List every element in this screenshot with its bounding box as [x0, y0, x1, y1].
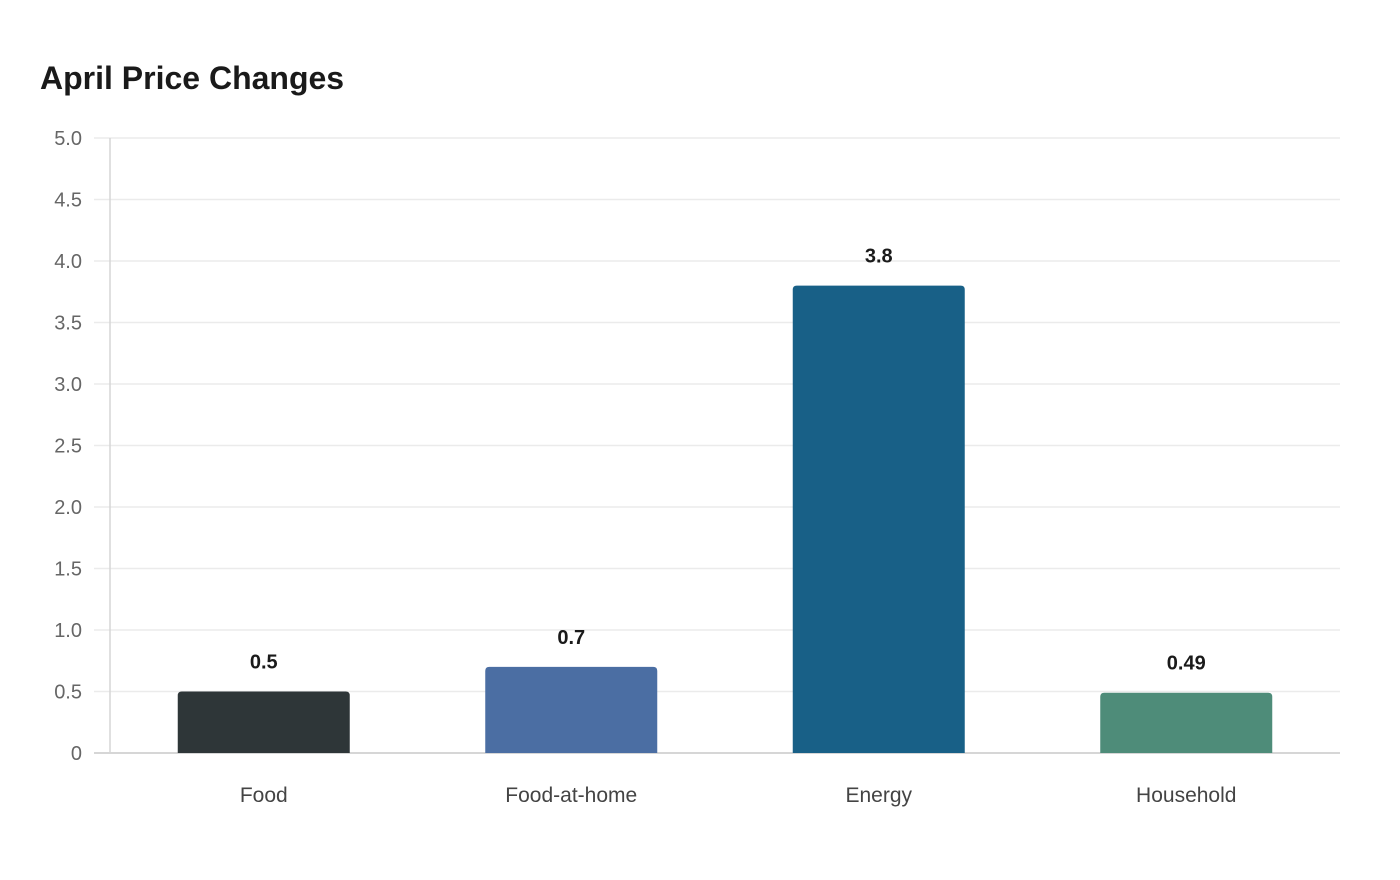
y-tick-label: 5.0	[54, 128, 82, 150]
y-tick-label: 0	[71, 743, 82, 765]
chart-title: April Price Changes	[40, 60, 345, 96]
bar-household	[1100, 692, 1273, 753]
bars	[177, 285, 1273, 753]
y-tick-label: 4.5	[54, 190, 82, 212]
labels: 0 0.5 1.0 1.5 2.0 2.5 3.0 3.5 4.0 4.5 5.0 0.5 Food 0.…	[54, 128, 1236, 807]
y-tick-label: 1.0	[54, 620, 82, 642]
x-tick-label: Household	[1136, 784, 1236, 807]
y-tick-label: 4.0	[54, 251, 82, 273]
bar-food-at-home	[485, 666, 658, 753]
data-label: 0.7	[557, 627, 585, 649]
gridlines	[94, 137, 1340, 693]
y-tick-label: 1.5	[54, 559, 82, 581]
x-tick-label: Food-at-home	[505, 784, 637, 807]
y-tick-label: 2.5	[54, 436, 82, 458]
x-tick-label: Energy	[845, 784, 912, 807]
y-tick-label: 2.0	[54, 497, 82, 519]
data-label: 3.8	[865, 246, 893, 268]
data-label: 0.5	[250, 652, 278, 674]
y-tick-label: 3.5	[54, 313, 82, 335]
y-tick-label: 0.5	[54, 682, 82, 704]
bar-food	[177, 691, 350, 753]
y-tick-label: 3.0	[54, 374, 82, 396]
bar-energy	[792, 285, 965, 753]
x-tick-label: Food	[240, 784, 288, 807]
data-label: 0.49	[1167, 653, 1206, 675]
